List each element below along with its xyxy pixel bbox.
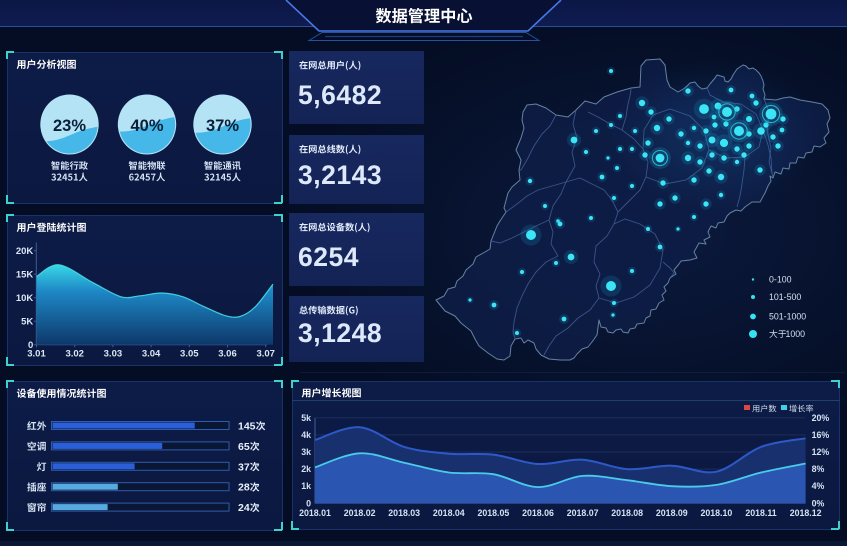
svg-text:2018.10: 2018.10 xyxy=(700,508,732,518)
svg-text:3.06: 3.06 xyxy=(218,349,237,360)
svg-text:2018.03: 2018.03 xyxy=(388,508,420,518)
svg-text:0: 0 xyxy=(28,340,33,351)
svg-text:101-500: 101-500 xyxy=(769,292,801,302)
svg-text:2018.01: 2018.01 xyxy=(299,508,331,518)
svg-text:0: 0 xyxy=(306,498,311,508)
svg-text:10K: 10K xyxy=(16,293,34,304)
svg-text:1000: 1000 xyxy=(786,329,806,339)
svg-text:3k: 3k xyxy=(301,447,311,457)
svg-text:23%: 23% xyxy=(53,117,86,135)
svg-text:2018.05: 2018.05 xyxy=(477,508,509,518)
svg-text:5K: 5K xyxy=(21,317,33,328)
svg-text:3.01: 3.01 xyxy=(27,349,46,360)
svg-text:3.04: 3.04 xyxy=(142,349,161,360)
svg-text:0-100: 0-100 xyxy=(769,275,792,285)
svg-text:2018.04: 2018.04 xyxy=(433,508,465,518)
svg-text:24: 24 xyxy=(238,502,250,514)
svg-text:20%: 20% xyxy=(812,413,830,423)
svg-text:6254: 6254 xyxy=(298,242,359,272)
svg-text:0%: 0% xyxy=(812,498,825,508)
svg-text:2018.12: 2018.12 xyxy=(790,508,822,518)
svg-text:28: 28 xyxy=(238,482,250,494)
svg-text:2k: 2k xyxy=(301,464,311,474)
svg-text:3.02: 3.02 xyxy=(65,349,84,360)
svg-text:501-1000: 501-1000 xyxy=(769,312,806,322)
svg-text:20K: 20K xyxy=(16,246,34,257)
svg-text:2018.02: 2018.02 xyxy=(344,508,376,518)
svg-text:3.05: 3.05 xyxy=(180,349,199,360)
svg-text:145: 145 xyxy=(238,421,256,433)
svg-text:8%: 8% xyxy=(812,464,825,474)
svg-text:16%: 16% xyxy=(812,430,830,440)
svg-text:3,1248: 3,1248 xyxy=(298,318,382,348)
svg-text:40%: 40% xyxy=(130,117,163,135)
svg-text:3,2143: 3,2143 xyxy=(298,160,382,190)
svg-text:2018.11: 2018.11 xyxy=(745,508,776,518)
svg-text:2018.06: 2018.06 xyxy=(522,508,554,518)
svg-text:4%: 4% xyxy=(812,481,825,491)
svg-text:15K: 15K xyxy=(16,270,34,281)
svg-text:2018.08: 2018.08 xyxy=(611,508,643,518)
svg-text:2018.07: 2018.07 xyxy=(567,508,599,518)
svg-text:37%: 37% xyxy=(206,117,239,135)
svg-text:4k: 4k xyxy=(301,430,311,440)
svg-text:12%: 12% xyxy=(812,447,830,457)
svg-text:5,6482: 5,6482 xyxy=(298,80,382,110)
svg-text:3.07: 3.07 xyxy=(256,349,275,360)
svg-text:37: 37 xyxy=(238,461,250,473)
svg-text:5k: 5k xyxy=(301,413,311,423)
svg-text:3.03: 3.03 xyxy=(104,349,123,360)
svg-text:65: 65 xyxy=(238,441,250,453)
svg-text:2018.09: 2018.09 xyxy=(656,508,688,518)
svg-text:1k: 1k xyxy=(301,481,311,491)
